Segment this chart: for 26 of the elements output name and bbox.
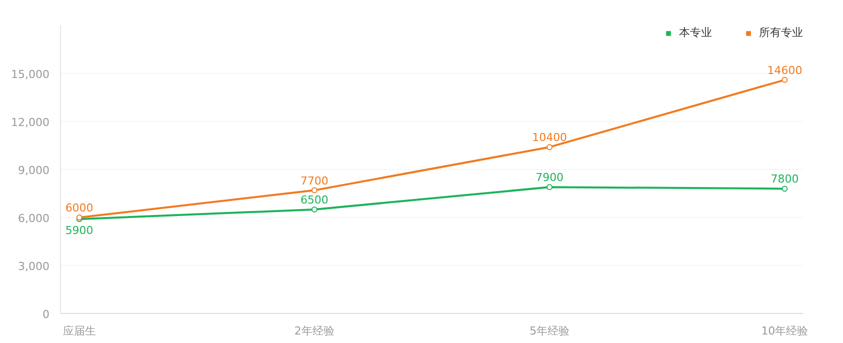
data-label: 7900 xyxy=(536,171,564,184)
data-label: 6000 xyxy=(65,202,94,214)
x-tick-label: 应届生 xyxy=(62,324,96,338)
point xyxy=(782,186,788,192)
point xyxy=(546,144,553,150)
point xyxy=(546,184,553,190)
x-tick-label: 5年经验 xyxy=(530,324,570,338)
y-tick-label: 15,000 xyxy=(11,68,50,81)
data-label: 7800 xyxy=(770,172,799,186)
legend-label: 本专业 xyxy=(679,25,712,40)
data-label: 6500 xyxy=(300,194,328,206)
point xyxy=(311,187,318,194)
y-tick-label: 12,000 xyxy=(11,116,50,129)
y-tick-label: 6,000 xyxy=(18,212,50,225)
x-tick-label: 2年经验 xyxy=(294,324,334,338)
y-tick-label: 3,000 xyxy=(18,260,50,273)
y-tick-label: 9,000 xyxy=(18,164,50,177)
point xyxy=(782,76,788,83)
y-tick-label: 0 xyxy=(42,308,50,321)
data-label: 7700 xyxy=(300,174,328,188)
x-tick-label: 10年经验 xyxy=(761,324,808,338)
legend-label: 所有专业 xyxy=(759,25,803,40)
data-label: 5900 xyxy=(65,224,94,238)
data-label: 10400 xyxy=(532,131,568,144)
point xyxy=(311,206,318,212)
data-label: 14600 xyxy=(767,64,802,77)
